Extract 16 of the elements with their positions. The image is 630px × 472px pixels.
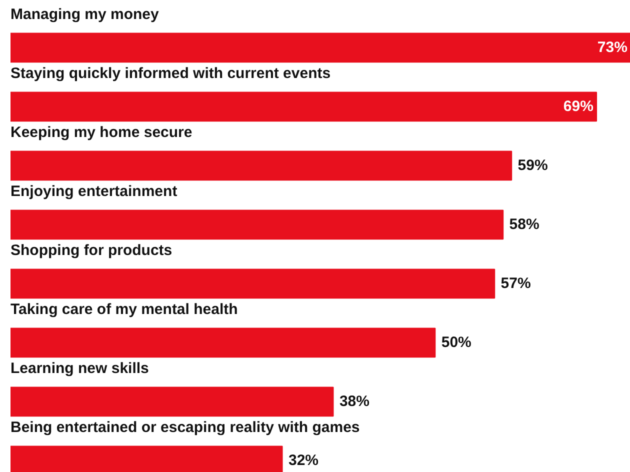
data-label: 50% [441, 334, 472, 352]
y-tick-label: Staying quickly informed with current events [10, 64, 331, 82]
y-tick-label: Learning new skills [10, 360, 149, 377]
y-tick-label: Enjoying entertainment [10, 182, 178, 200]
data-label: 69% [563, 98, 594, 116]
data-label: 59% [518, 157, 548, 174]
y-tick-label: Keeping my home secure [10, 124, 192, 141]
y-tick-label: Taking care of my mental health [10, 300, 238, 318]
data-label: 73% [597, 39, 628, 56]
data-label: 58% [509, 216, 540, 234]
data-label: 38% [339, 393, 370, 410]
data-label: 32% [288, 452, 319, 470]
y-tick-label: Managing my money [10, 6, 160, 23]
data-label: 57% [500, 275, 531, 292]
y-tick-label: Being entertained or escaping reality with games [10, 418, 360, 436]
y-tick-label: Shopping for products [10, 242, 172, 259]
